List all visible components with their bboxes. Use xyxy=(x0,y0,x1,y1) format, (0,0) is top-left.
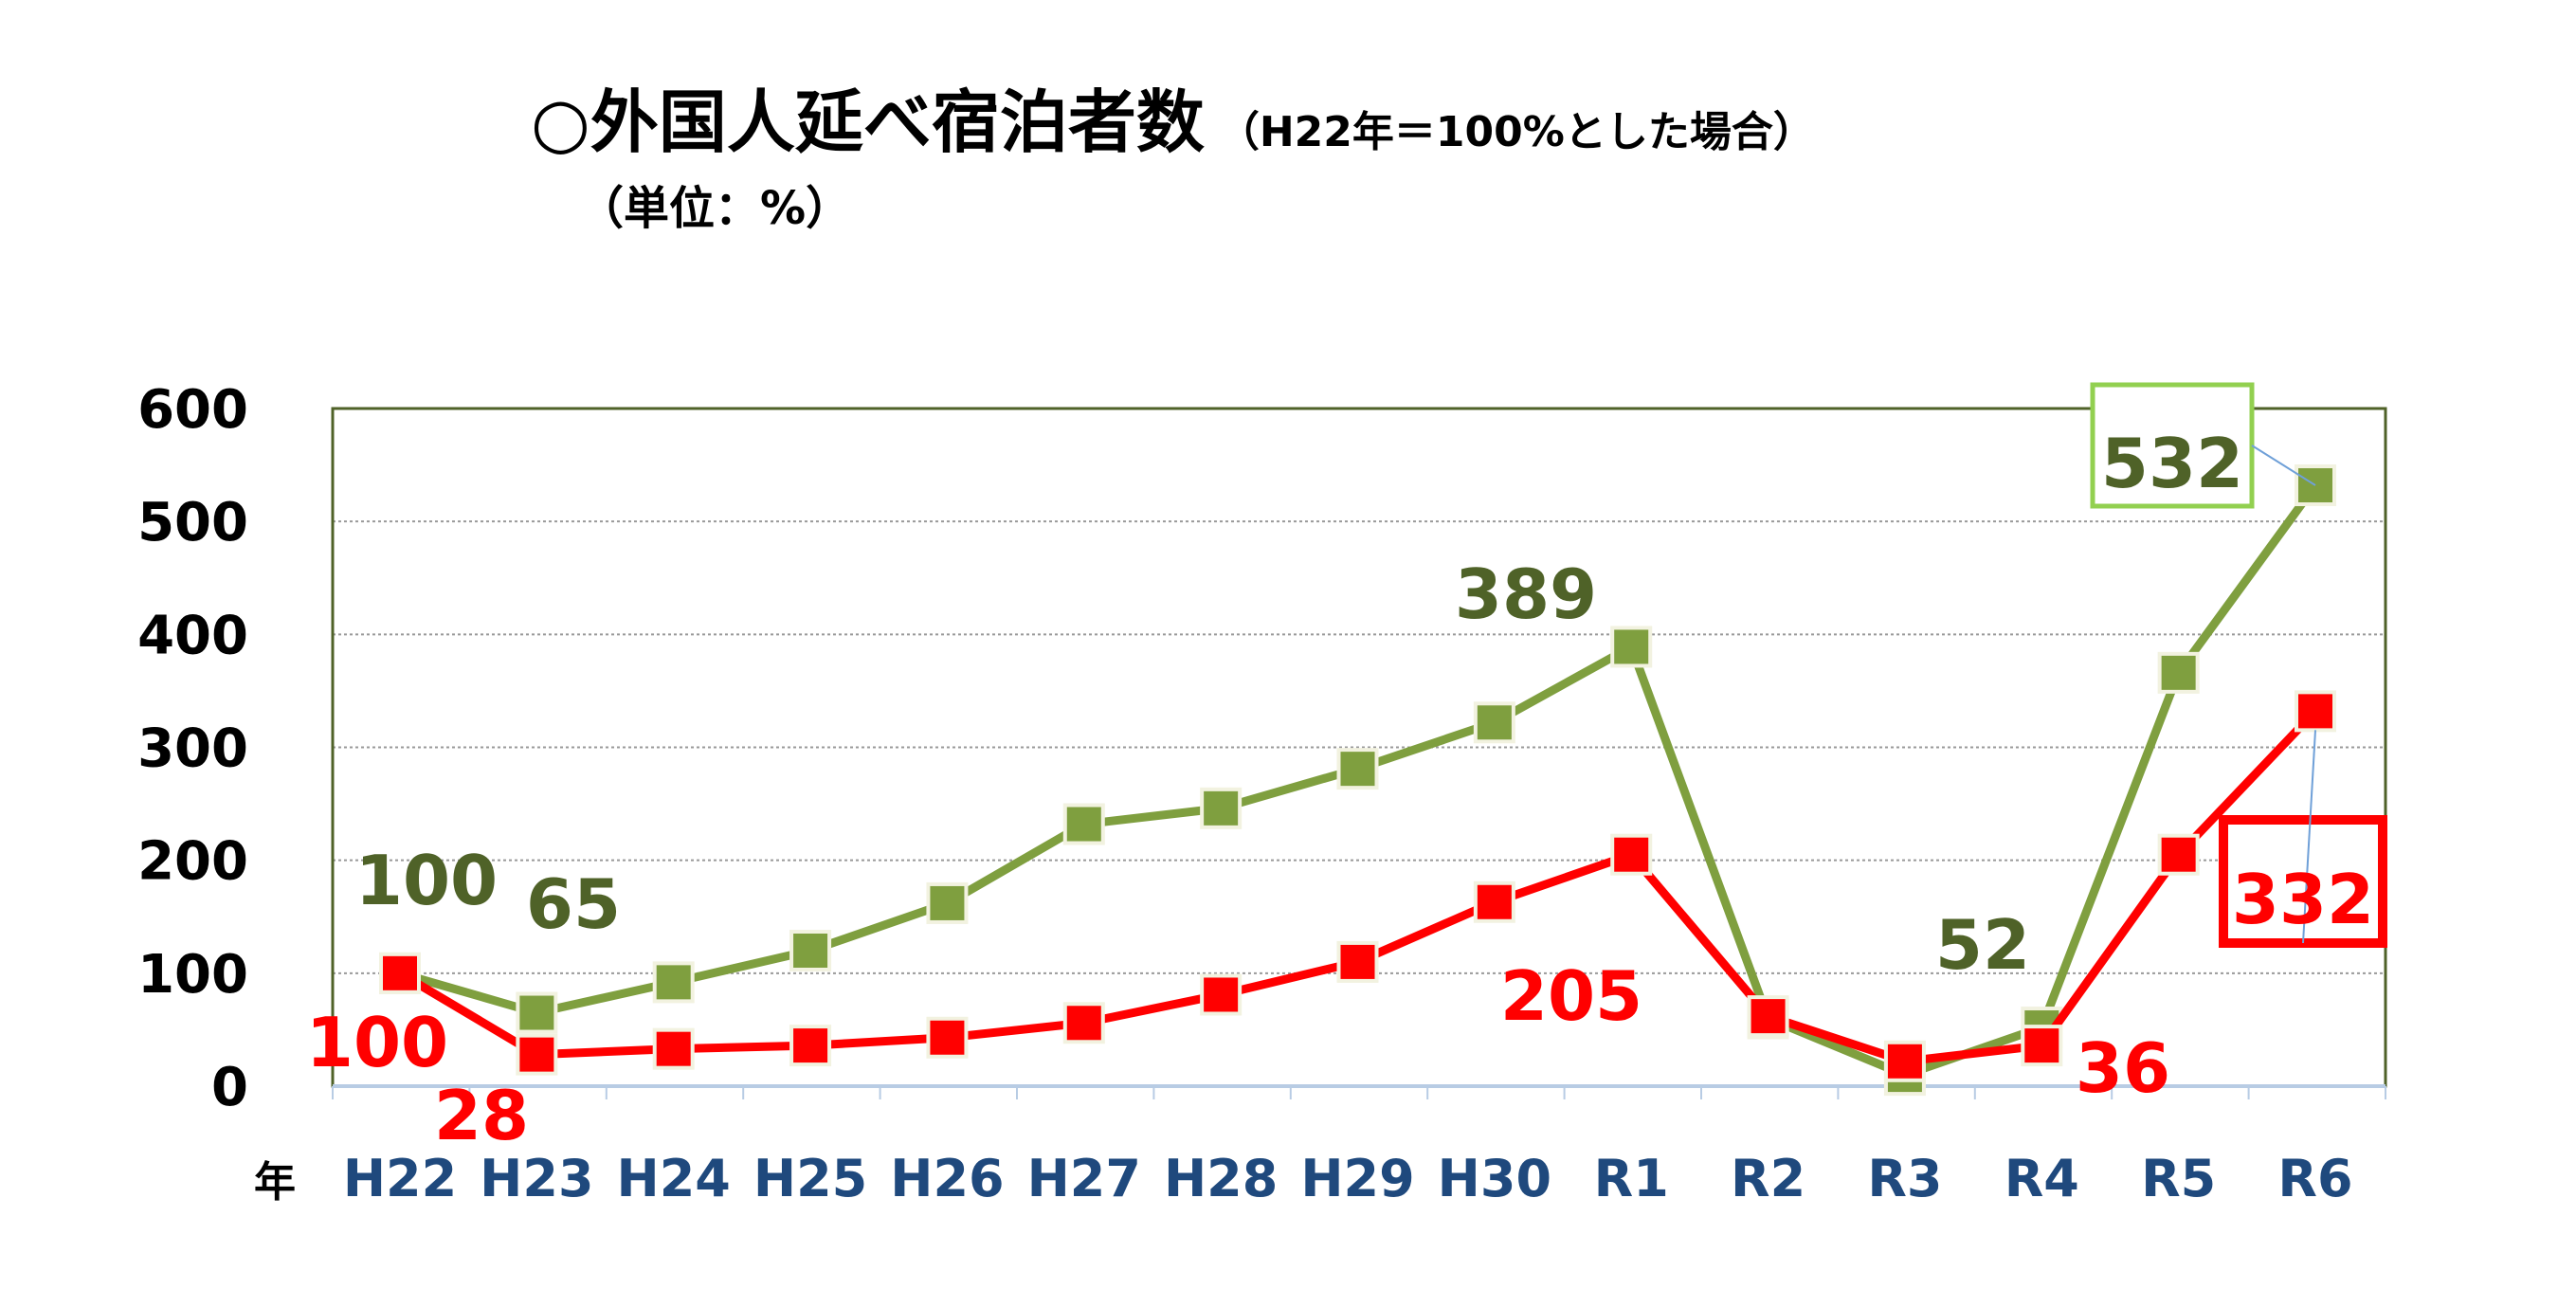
y-tick-label: 500 xyxy=(137,492,248,554)
data-point-0 xyxy=(926,881,969,924)
data-point-1 xyxy=(926,1016,969,1059)
x-axis-label: 年 xyxy=(254,1158,296,1207)
data-label: 532 xyxy=(2101,424,2243,503)
title-sub: （H22年＝100%とした場合） xyxy=(1217,108,1815,156)
x-tick-label: H30 xyxy=(1438,1149,1551,1208)
x-tick-label: H29 xyxy=(1300,1149,1414,1208)
data-point-0 xyxy=(1473,701,1515,744)
x-tick-label: R4 xyxy=(2005,1149,2079,1208)
x-tick-label: H24 xyxy=(617,1149,731,1208)
y-tick-label: 0 xyxy=(211,1057,248,1118)
data-point-1 xyxy=(2157,833,2200,876)
data-point-1 xyxy=(516,1033,558,1076)
data-point-1 xyxy=(379,952,421,994)
data-label: 100 xyxy=(306,1003,448,1082)
data-point-1 xyxy=(789,1025,832,1067)
data-label: 389 xyxy=(1455,554,1597,634)
data-label: 28 xyxy=(434,1076,529,1155)
data-point-1 xyxy=(1883,1040,1926,1082)
data-label: 52 xyxy=(1935,905,2030,985)
data-point-0 xyxy=(1200,787,1243,829)
data-label: 100 xyxy=(355,841,498,920)
data-point-1 xyxy=(2021,1025,2063,1067)
data-label: 205 xyxy=(1500,956,1642,1036)
y-tick-label: 300 xyxy=(137,718,248,780)
data-point-0 xyxy=(516,991,558,1034)
leader-line xyxy=(2302,730,2316,944)
leader-line xyxy=(2251,445,2316,486)
x-tick-label: R1 xyxy=(1594,1149,1669,1208)
x-tick-label: H22 xyxy=(343,1149,457,1208)
x-tick-label: H26 xyxy=(890,1149,1004,1208)
unit-label: （単位：%） xyxy=(578,182,852,235)
x-tick-label: R5 xyxy=(2141,1149,2216,1208)
x-tick-label: H23 xyxy=(480,1149,593,1208)
data-point-0 xyxy=(2157,651,2200,694)
data-point-1 xyxy=(652,1027,695,1070)
data-point-1 xyxy=(1336,940,1379,983)
x-tick-label: R2 xyxy=(1731,1149,1805,1208)
data-point-0 xyxy=(789,930,832,971)
x-tick-label: H25 xyxy=(753,1149,867,1208)
data-point-1 xyxy=(1610,833,1653,876)
data-point-1 xyxy=(1062,1002,1105,1044)
data-point-0 xyxy=(1062,803,1105,845)
data-label: 65 xyxy=(526,864,621,944)
data-label-box xyxy=(2090,382,2255,509)
data-point-0 xyxy=(652,961,695,1004)
data-point-0 xyxy=(1610,626,1653,668)
data-point-1 xyxy=(1200,973,1243,1016)
x-tick-label: H28 xyxy=(1164,1149,1278,1208)
chart-title: ○外国人延べ宿泊者数 （H22年＝100%とした場合） xyxy=(531,66,1815,166)
title-main: ○外国人延べ宿泊者数 xyxy=(531,82,1205,162)
x-tick-label: R6 xyxy=(2277,1149,2352,1208)
x-tick-label: H27 xyxy=(1027,1149,1141,1208)
y-tick-label: 100 xyxy=(137,944,248,1006)
y-tick-label: 200 xyxy=(137,831,248,893)
y-tick-label: 400 xyxy=(137,605,248,666)
data-label: 332 xyxy=(2232,860,2374,939)
data-point-1 xyxy=(1473,881,1515,923)
data-label: 36 xyxy=(2076,1028,2170,1108)
data-point-1 xyxy=(1747,995,1789,1038)
x-tick-label: R3 xyxy=(1867,1149,1942,1208)
y-tick-label: 600 xyxy=(137,379,248,441)
data-point-0 xyxy=(1336,748,1379,790)
data-point-1 xyxy=(2295,690,2336,733)
